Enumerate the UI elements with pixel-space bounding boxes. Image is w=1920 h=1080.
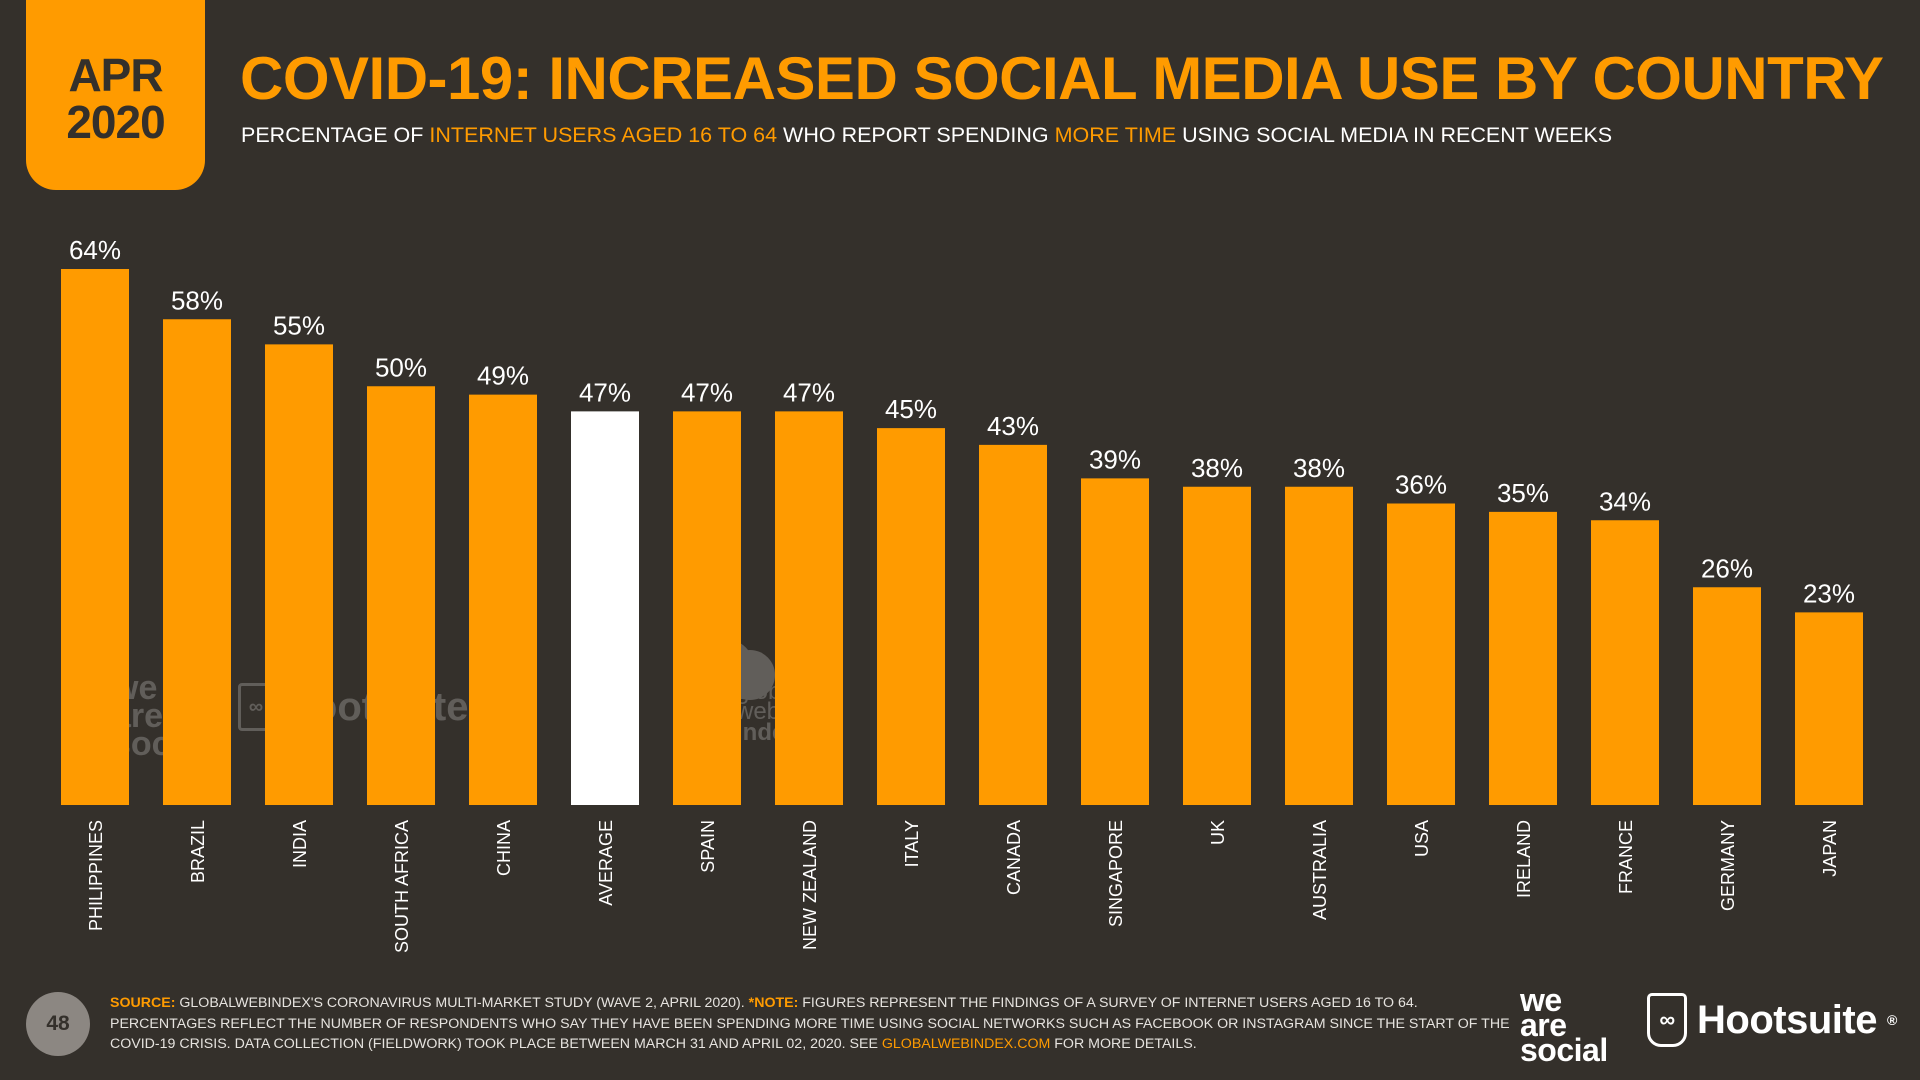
- bar-ireland: [1489, 511, 1557, 805]
- category-tick-label: INDIA: [290, 820, 310, 868]
- note-label: *NOTE:: [748, 995, 799, 1011]
- bar-canada: [979, 444, 1047, 805]
- source-label: SOURCE:: [110, 995, 176, 1011]
- source-link[interactable]: GLOBALWEBINDEX.COM: [881, 1036, 1051, 1053]
- data-label: 36%: [1395, 470, 1447, 500]
- category-tick-label: GERMANY: [1718, 820, 1738, 911]
- category-tick-label: NEW ZEALAND: [800, 820, 820, 950]
- data-label: 47%: [579, 377, 631, 407]
- category-tick-label: SOUTH AFRICA: [392, 820, 412, 953]
- bar-italy: [877, 428, 945, 805]
- category-tick-label: UK: [1208, 820, 1228, 845]
- data-label: 49%: [477, 361, 529, 391]
- bar-india: [265, 344, 333, 805]
- data-label: 47%: [681, 377, 733, 407]
- category-tick-label: SINGAPORE: [1106, 820, 1126, 927]
- logo-word: we: [1520, 982, 1562, 1018]
- bar-new-zealand: [775, 411, 843, 805]
- subtitle-part-3: USING SOCIAL MEDIA IN RECENT WEEKS: [1176, 123, 1613, 147]
- data-label: 39%: [1089, 444, 1141, 474]
- subtitle-highlight-2: MORE TIME: [1054, 123, 1177, 147]
- category-tick-label: AVERAGE: [596, 820, 616, 906]
- category-tick-label: SPAIN: [698, 820, 718, 873]
- category-tick-label: AUSTRALIA: [1310, 820, 1330, 920]
- data-label: 58%: [171, 285, 223, 315]
- page-subtitle: PERCENTAGE OF INTERNET USERS AGED 16 TO …: [241, 123, 1612, 148]
- bar-brazil: [163, 319, 231, 805]
- data-label: 38%: [1191, 453, 1243, 483]
- bar-spain: [673, 411, 741, 805]
- data-label: 38%: [1293, 453, 1345, 483]
- category-tick-label: CHINA: [494, 820, 514, 876]
- bar-philippines: [61, 269, 129, 805]
- date-badge: APR 2020: [26, 0, 205, 190]
- data-label: 23%: [1803, 578, 1855, 608]
- source-text: GLOBALWEBINDEX'S CORONAVIRUS MULTI-MARKE…: [175, 995, 749, 1011]
- category-tick-label: BRAZIL: [188, 820, 208, 883]
- registered-mark: ®: [1886, 1012, 1897, 1028]
- category-tick-label: CANADA: [1004, 820, 1024, 895]
- bar-japan: [1795, 612, 1863, 805]
- watermark-word: web: [736, 698, 781, 726]
- bar-china: [469, 394, 537, 805]
- bar-uk: [1183, 486, 1251, 805]
- category-tick-label: IRELAND: [1514, 820, 1534, 898]
- hootsuite-logo-text: Hootsuite: [1697, 997, 1877, 1042]
- category-tick-label: FRANCE: [1616, 820, 1636, 894]
- footnote-tail: FOR MORE DETAILS.: [1050, 1036, 1197, 1053]
- logo-word: social: [1520, 1031, 1608, 1068]
- subtitle-part-2: WHO REPORT SPENDING: [777, 123, 1055, 147]
- data-label: 64%: [69, 235, 121, 265]
- logo-word: are: [1520, 1006, 1567, 1043]
- category-tick-label: USA: [1412, 820, 1432, 857]
- data-label: 45%: [885, 394, 937, 424]
- category-tick-label: ITALY: [902, 820, 922, 867]
- subtitle-highlight-1: INTERNET USERS AGED 16 TO 64: [429, 123, 778, 147]
- data-label: 35%: [1497, 478, 1549, 508]
- page-number: 48: [26, 992, 90, 1056]
- bar-france: [1591, 520, 1659, 805]
- bar-south-africa: [367, 386, 435, 805]
- data-label: 43%: [987, 411, 1039, 441]
- owl-icon: ∞: [1647, 993, 1687, 1047]
- data-label: 34%: [1599, 486, 1651, 516]
- bar-germany: [1693, 587, 1761, 805]
- bar-average: [571, 411, 639, 805]
- date-year: 2020: [66, 96, 165, 148]
- page-title: COVID-19: INCREASED SOCIAL MEDIA USE BY …: [240, 45, 1884, 112]
- date-month: APR: [68, 49, 163, 102]
- note-text: FIGURES REPRESENT THE FINDINGS OF A SURV…: [110, 995, 1510, 1053]
- subtitle-part-1: PERCENTAGE OF: [241, 123, 430, 147]
- data-label: 50%: [375, 352, 427, 382]
- footnote: SOURCE: GLOBALWEBINDEX'S CORONAVIRUS MUL…: [110, 993, 1510, 1055]
- data-label: 26%: [1701, 553, 1753, 583]
- data-label: 47%: [783, 377, 835, 407]
- bar-singapore: [1081, 478, 1149, 805]
- bar-usa: [1387, 503, 1455, 805]
- bar-australia: [1285, 486, 1353, 805]
- we-are-social-logo: we are social: [1520, 982, 1608, 1068]
- category-tick-label: JAPAN: [1820, 820, 1840, 877]
- hootsuite-logo: ∞ Hootsuite ®: [1647, 993, 1897, 1047]
- data-label: 55%: [273, 310, 325, 340]
- category-tick-label: PHILIPPINES: [86, 820, 106, 931]
